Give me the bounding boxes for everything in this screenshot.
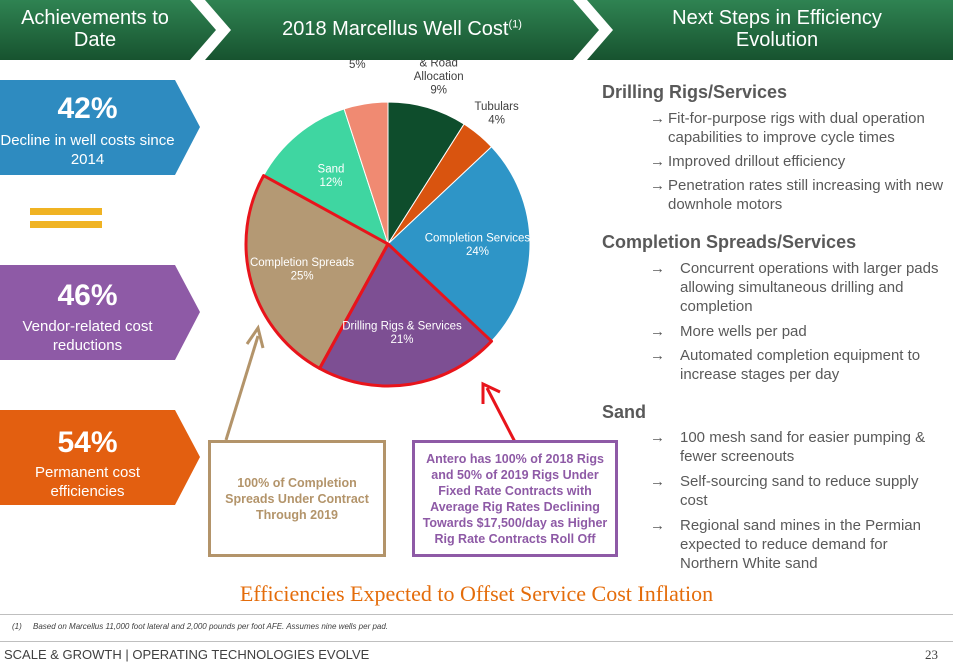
completion-contract-text: 100% of Completion Spreads Under Contrac… — [225, 475, 369, 522]
page-number: 23 — [925, 647, 938, 662]
drilling-bullet-3: → Penetration rates still increasing wit… — [650, 176, 950, 214]
arrow-icon: → — [650, 347, 665, 364]
stat-description: Vendor-related cost reductions — [22, 318, 153, 354]
stat-description: Decline in well costs since 2014 — [0, 132, 175, 168]
pie-highlight-drilling-rigs-services — [318, 242, 494, 388]
pie-label-flowback-water: FlowbackWater5% — [333, 60, 382, 71]
completion-bullet-3: → Automated completion equipment to incr… — [650, 346, 950, 384]
pie-label-completion-spreads: Completion Spreads 25% — [250, 257, 354, 283]
pie-label-tubulars: Tubulars 4% — [474, 101, 519, 127]
completion-bullet-2: → More wells per pad — [650, 322, 950, 341]
pie-label-completion-services: Completion Services 24% — [425, 232, 531, 258]
pie-slice-facilities-pad-road-allocation — [387, 101, 465, 246]
stat-shape-orange — [0, 410, 200, 505]
footnote-divider — [0, 614, 953, 615]
chart-title-wrap: 2018 Marcellus Well Cost(1) — [231, 18, 573, 41]
chart-title: 2018 Marcellus Well Cost — [282, 18, 509, 40]
rigs-callout-arrow — [485, 387, 517, 443]
stat-shape-purple — [0, 265, 200, 360]
arrow-icon: → — [650, 177, 665, 194]
bullet-text: Penetration rates still increasing with … — [668, 177, 944, 213]
header-achievements: Achievements to Date — [0, 0, 218, 60]
drilling-bullet-1: → Fit-for-purpose rigs with dual operati… — [650, 109, 950, 147]
stat-percent: 54% — [57, 426, 118, 459]
sand-heading: Sand — [602, 402, 647, 422]
pie-label-sand: Sand 12% — [318, 163, 345, 189]
arrow-icon: → — [650, 323, 665, 340]
bullet-text: Fit-for-purpose rigs with dual operation… — [668, 110, 925, 146]
pie-label-drilling-rigs-services: Drilling Rigs & Services 21% — [342, 321, 462, 347]
stat-percent: 46% — [57, 279, 118, 312]
stat-description: Permanent cost efficiencies — [34, 464, 141, 500]
bullet-text: 100 mesh sand for easier pumping & fewer… — [680, 429, 926, 465]
footnote-marker: (1) — [12, 622, 22, 631]
arrow-icon: → — [650, 110, 665, 127]
header-achievements-shape — [0, 0, 216, 60]
sand-bullet-1: → 100 mesh sand for easier pumping & few… — [650, 428, 950, 466]
next-steps-title: Next Steps in Efficiency Evolution — [672, 7, 882, 51]
bullet-text: Improved drillout efficiency — [668, 153, 846, 170]
rigs-callout-arrowhead — [481, 381, 501, 404]
completion-contract-callout: 100% of Completion Spreads Under Contrac… — [208, 440, 386, 557]
arrow-icon: → — [650, 153, 665, 170]
callout-arrows — [224, 324, 517, 443]
bullet-text: Concurrent operations with larger pads a… — [680, 260, 939, 315]
header-next-steps: Next Steps in Efficiency Evolution — [587, 0, 953, 60]
equals-bar-bottom — [30, 221, 102, 228]
drilling-heading: Drilling Rigs/Services — [602, 82, 788, 102]
header-chart: 2018 Marcellus Well Cost(1) — [205, 0, 600, 60]
completion-callout-arrow — [224, 335, 260, 441]
bullet-text: Self-sourcing sand to reduce supply cost — [680, 473, 919, 509]
chart-title-footnote-ref: (1) — [508, 18, 522, 31]
pie-slice-flowback-water — [343, 101, 389, 245]
pie-slice-sand — [262, 108, 389, 246]
stat-percent: 42% — [57, 92, 118, 125]
sand-bullet-2: → Self-sourcing sand to reduce supply co… — [650, 472, 950, 510]
arrow-icon: → — [650, 517, 665, 534]
rig-contract-callout: Antero has 100% of 2018 Rigs and 50% of … — [412, 440, 618, 557]
sand-bullet-3: → Regional sand mines in the Permian exp… — [650, 516, 950, 573]
footnote-text: Based on Marcellus 11,000 foot lateral a… — [33, 622, 389, 631]
completion-callout-arrowhead — [245, 324, 265, 349]
drilling-bullet-2: → Improved drillout efficiency — [650, 152, 950, 171]
stat-permanent-efficiencies: 54% Permanent cost efficiencies — [0, 410, 205, 505]
efficiency-headline: Efficiencies Expected to Offset Service … — [239, 581, 714, 606]
completion-bullet-1: → Concurrent operations with larger pads… — [650, 259, 950, 316]
header-next-steps-shape — [587, 0, 953, 60]
bullet-text: More wells per pad — [680, 323, 807, 340]
header-chart-shape — [205, 0, 599, 60]
pie-slice-completion-services — [387, 146, 531, 342]
achievements-title: Achievements to Date — [21, 7, 169, 51]
completion-heading: Completion Spreads/Services — [602, 232, 857, 252]
equals-bar-top — [30, 208, 102, 215]
stat-well-cost-decline: 42% Decline in well costs since 2014 — [0, 80, 205, 175]
arrow-icon: → — [650, 429, 665, 446]
footer-divider — [0, 641, 953, 642]
stat-vendor-reductions: 46% Vendor-related cost reductions — [0, 265, 205, 360]
bullet-text: Regional sand mines in the Permian expec… — [680, 517, 921, 572]
rig-contract-text: Antero has 100% of 2018 Rigs and 50% of … — [422, 451, 608, 546]
arrow-icon: → — [650, 473, 665, 490]
bullet-text: Automated completion equipment to increa… — [680, 347, 921, 383]
pie-highlight-completion-spreads — [244, 174, 390, 370]
footer-title: SCALE & GROWTH | OPERATING TECHNOLOGIES … — [4, 647, 370, 662]
stat-shape-blue — [0, 80, 200, 175]
arrow-icon: → — [650, 260, 665, 277]
